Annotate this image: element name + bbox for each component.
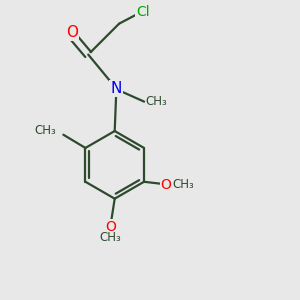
Text: CH₃: CH₃ [146, 95, 167, 108]
Text: CH₃: CH₃ [173, 178, 195, 190]
Text: N: N [110, 81, 122, 96]
Text: O: O [105, 220, 116, 234]
Text: O: O [160, 178, 172, 192]
Text: Cl: Cl [136, 4, 149, 19]
Text: O: O [66, 25, 78, 40]
Text: CH₃: CH₃ [99, 231, 121, 244]
Text: CH₃: CH₃ [35, 124, 57, 137]
